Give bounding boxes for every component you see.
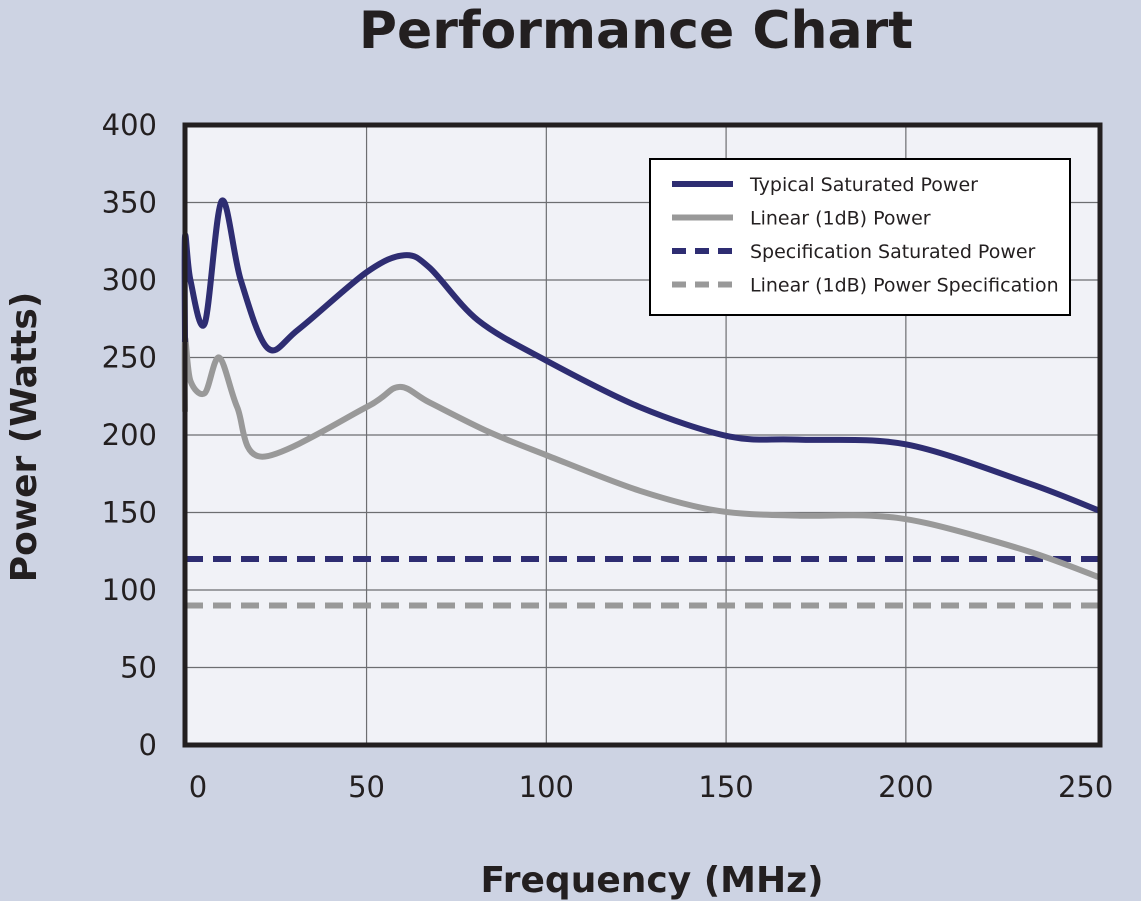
series-line-0 — [181, 197, 1102, 514]
y-tick-label: 200 — [102, 418, 157, 452]
legend-label: Typical Saturated Power — [749, 174, 978, 196]
series-group — [181, 197, 1102, 609]
x-axis-label: Frequency (MHz) — [480, 860, 823, 901]
series-line-1 — [181, 335, 1102, 581]
y-tick-label: 50 — [120, 651, 157, 685]
y-tick-label: 250 — [102, 341, 157, 375]
y-tick-label: 300 — [102, 263, 157, 297]
x-tick-label: 200 — [878, 770, 933, 804]
y-tick-label: 350 — [102, 186, 157, 220]
y-axis-label: Power (Watts) — [4, 292, 45, 583]
y-tick-label: 100 — [102, 573, 157, 607]
x-tick-label: 0 — [189, 770, 207, 804]
legend-label: Specification Saturated Power — [750, 241, 1036, 263]
x-tick-label: 50 — [348, 770, 385, 804]
x-tick-label: 150 — [698, 770, 753, 804]
legend-label: Linear (1dB) Power — [750, 208, 931, 230]
plot-frame — [182, 122, 1103, 748]
x-tick-label: 100 — [519, 770, 574, 804]
legend: Typical Saturated Power Linear (1dB) Powe… — [649, 158, 1071, 316]
legend-label: Linear (1dB) Power Specification — [750, 275, 1059, 297]
x-tick-label: 250 — [1058, 770, 1113, 804]
x-tick-labels: 0 50 100 150 200 250 — [189, 770, 1114, 804]
y-tick-label: 400 — [102, 108, 157, 142]
chart-title: Performance Chart — [359, 1, 913, 61]
y-tick-label: 0 — [139, 728, 157, 762]
y-tick-label: 150 — [102, 496, 157, 530]
y-tick-labels: 0 50 100 150 200 250 300 350 400 — [102, 108, 157, 762]
